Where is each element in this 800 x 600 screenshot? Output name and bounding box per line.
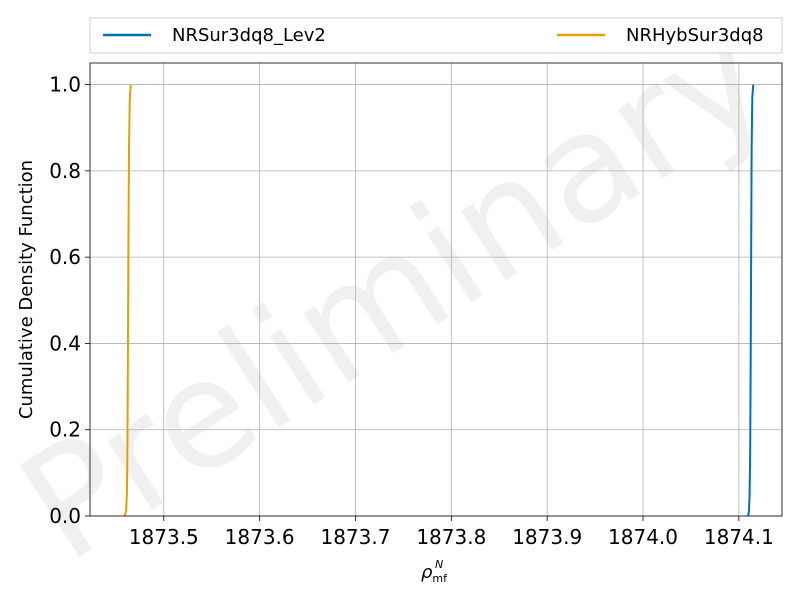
legend-frame <box>89 17 783 54</box>
x-axis-label: ρmfN <box>421 558 448 585</box>
x-axis-label-main: ρ <box>421 562 433 583</box>
y-axis-label: Cumulative Density Function <box>16 160 37 419</box>
series-line-nrsur3dq8-lev2 <box>747 84 755 517</box>
x-tick-label-2: 1873.7 <box>320 525 390 549</box>
plot-frame <box>89 62 783 517</box>
y-tick-label-2: 0.4 <box>49 331 81 355</box>
y-tick-label-1: 0.2 <box>49 418 81 442</box>
x-axis-label-subscript: mf <box>432 572 448 585</box>
legend-label-nrhybsur3dq8: NRHybSur3dq8 <box>626 25 764 46</box>
x-tick-label-6: 1874.1 <box>704 525 774 549</box>
y-tick-label-3: 0.6 <box>49 245 81 269</box>
x-axis-ticks: 1873.5 1873.6 1873.7 1873.8 1873.9 1874.0 1874… <box>129 516 774 549</box>
y-tick-label-4: 0.8 <box>49 159 81 183</box>
x-tick-label-0: 1873.5 <box>129 525 199 549</box>
y-tick-label-0: 0.0 <box>49 504 81 528</box>
x-axis-label-superscript: N <box>435 558 443 571</box>
x-tick-label-3: 1873.8 <box>416 525 486 549</box>
series-line-nrhybsur3dq8 <box>123 84 132 517</box>
x-tick-label-5: 1874.0 <box>608 525 678 549</box>
y-tick-label-5: 1.0 <box>49 73 81 97</box>
x-tick-label-1: 1873.6 <box>225 525 295 549</box>
x-tick-label-4: 1873.9 <box>512 525 582 549</box>
series-layer <box>123 84 755 517</box>
y-axis-ticks: 0.0 0.2 0.4 0.6 0.8 1.0 <box>49 73 90 528</box>
legend: NRSur3dq8_Lev2 NRHybSur3dq8 <box>89 17 783 54</box>
legend-label-nrsur3dq8-lev2: NRSur3dq8_Lev2 <box>172 25 326 46</box>
